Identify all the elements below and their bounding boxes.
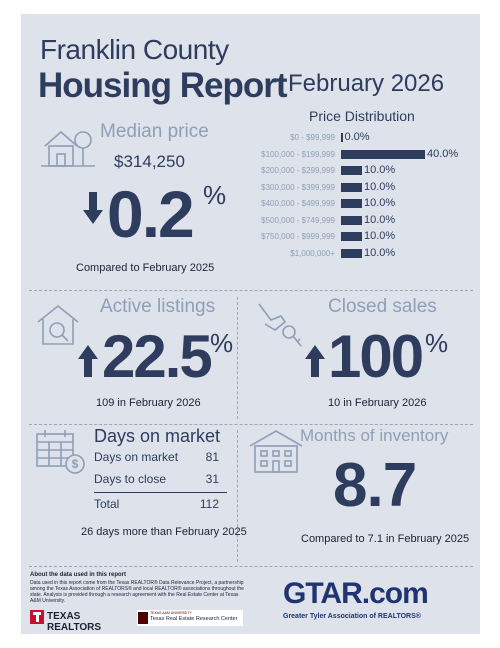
median-price-unit: % [203, 180, 227, 210]
chart-data-label: 40.0% [427, 147, 459, 160]
texas-realtors-logo: TEXAS REALTORS [30, 608, 134, 633]
median-price-comparison: Compared to February 2025 [76, 262, 215, 274]
tamu-logo: TEXAS A&M UNIVERSITY Texas Real Estate R… [137, 610, 243, 626]
chart-category-label: $100,000 - $199,999 [261, 149, 335, 159]
about-text: Data used in this report come from the T… [30, 580, 244, 604]
chart-bar [341, 199, 362, 208]
dom-row-value: 81 [205, 450, 219, 464]
price-distribution-chart: $0 - $99,999 0.0% $100,000 - $199,999 40.0%… [255, 131, 475, 266]
divider [29, 566, 473, 567]
chart-category-label: $750,000 - $999,999 [261, 232, 335, 241]
chart-title: Price Distribution [309, 108, 415, 124]
house-grid-icon [249, 430, 303, 473]
closed-sales-comparison: 10 in February 2026 [328, 397, 427, 409]
chart-data-label: 10.0% [364, 164, 396, 176]
chart-category-label: $500,000 - $749,999 [261, 215, 335, 225]
tamu-mark-icon [138, 612, 148, 624]
divider [237, 297, 238, 419]
chart-data-label: 10.0% [364, 180, 396, 193]
chart-category-label: $200,000 - $299,999 [261, 166, 335, 175]
months-inventory-value: 8.7 [333, 451, 417, 520]
county-name: Franklin County [40, 34, 229, 65]
chart-category-label: $400,000 - $499,999 [261, 199, 335, 208]
house-search-icon [37, 304, 79, 345]
page-title: Housing Report [38, 66, 287, 105]
median-price-heading: Median price [100, 121, 209, 142]
chart-bar [341, 248, 362, 258]
arrow-up-icon [78, 345, 98, 377]
closed-sales-unit: % [425, 328, 449, 358]
chart-bar [341, 232, 362, 241]
report-period: February 2026 [288, 70, 445, 97]
about-title: About the data used in this report [30, 572, 127, 578]
chart-data-label: 10.0% [364, 213, 396, 226]
days-on-market-comparison: 26 days more than February 2025 [81, 526, 247, 538]
chart-bar [341, 149, 425, 159]
tr-mark-icon [36, 612, 39, 622]
median-price-change: 0.2 [107, 177, 195, 251]
house-tree-icon [41, 130, 95, 167]
months-inventory-heading: Months of inventory [300, 426, 449, 445]
chart-category-label: $0 - $99,999 [290, 133, 335, 142]
calendar-dollar-icon: $ [36, 430, 85, 474]
median-price-value: $314,250 [114, 152, 185, 171]
total-rule [94, 492, 227, 493]
closed-sales-heading: Closed sales [328, 296, 437, 317]
chart-category-label: $1,000,000+ [290, 248, 335, 258]
divider [29, 424, 473, 425]
chart-bar [341, 182, 362, 192]
months-inventory-comparison: Compared to 7.1 in February 2025 [301, 533, 470, 545]
svg-text:$: $ [72, 457, 79, 471]
hand-key-icon [258, 303, 302, 347]
active-listings-heading: Active listings [100, 296, 216, 317]
active-listings-unit: % [210, 328, 234, 358]
days-on-market-heading: Days on market [94, 426, 221, 446]
total-label: Total [94, 497, 120, 511]
active-listings-change: 22.5 [102, 323, 213, 390]
divider [237, 430, 238, 562]
gtar-logo: GTAR.com [283, 577, 429, 610]
closed-sales-change: 100 [328, 323, 424, 390]
arrow-down-icon [83, 192, 103, 224]
chart-data-label: 10.0% [364, 197, 396, 209]
divider [29, 290, 473, 291]
chart-bar [341, 133, 343, 142]
dom-row-label: Days on market [94, 450, 179, 464]
dtc-row-label: Days to close [94, 472, 167, 486]
chart-bar [341, 215, 362, 225]
arrow-up-icon [305, 345, 325, 377]
report-card: Franklin County Housing Report February … [21, 14, 480, 634]
gtar-tagline: Greater Tyler Association of REALTORS® [283, 613, 421, 620]
chart-data-label: 0.0% [344, 131, 370, 143]
chart-bar [341, 166, 362, 175]
total-value: 112 [199, 497, 219, 511]
dtc-row-value: 31 [205, 472, 219, 486]
chart-data-label: 10.0% [364, 246, 396, 259]
chart-category-label: $300,000 - $399,999 [261, 182, 335, 192]
active-listings-comparison: 109 in February 2026 [96, 397, 201, 409]
chart-data-label: 10.0% [364, 230, 396, 242]
